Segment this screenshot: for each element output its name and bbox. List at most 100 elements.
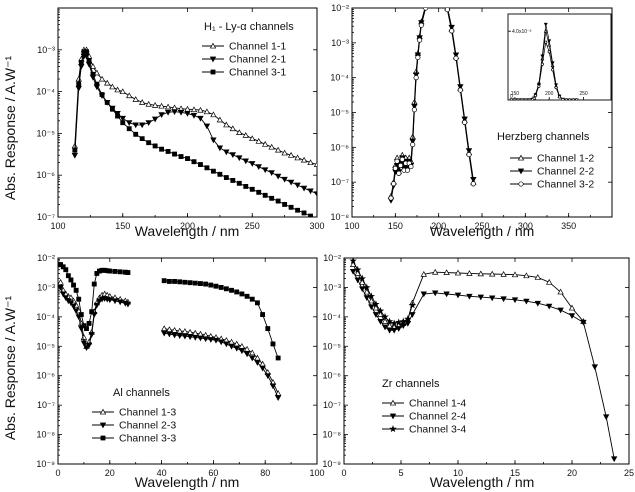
data-point (62, 295, 69, 301)
series-layer (58, 262, 282, 401)
data-point (395, 326, 402, 332)
data-point (349, 268, 357, 275)
inset: 150 200 250 0 4.0x10⁻³ (507, 13, 612, 101)
data-point (236, 155, 243, 162)
data-point (359, 286, 366, 293)
data-point (104, 100, 110, 105)
data-point (236, 180, 242, 186)
x-tick-label: 100 (344, 221, 359, 231)
data-point (63, 267, 69, 273)
data-point (274, 395, 282, 401)
data-point (534, 300, 541, 307)
data-point (116, 299, 124, 306)
inset-frame (507, 13, 612, 101)
data-point (198, 162, 203, 167)
legend-marker (209, 56, 217, 63)
data-point (86, 320, 92, 326)
y-tick-label: 10⁻⁶ (37, 371, 56, 381)
x-tick-label: 350 (561, 221, 576, 231)
data-point (228, 343, 235, 350)
data-point (99, 92, 105, 97)
data-point (65, 273, 71, 279)
data-point (399, 156, 405, 162)
data-point (197, 115, 204, 122)
inset-y-tick-label: 4.0x10⁻³ (512, 29, 532, 35)
data-point (117, 269, 123, 275)
data-point (423, 8, 429, 11)
data-point (176, 327, 183, 334)
data-point (166, 278, 172, 284)
data-point (534, 274, 541, 280)
data-point (230, 177, 236, 183)
legend-label: Channel 2-4 (409, 411, 466, 423)
data-point (233, 345, 240, 352)
plot-frame (57, 257, 318, 465)
data-point (457, 84, 464, 91)
data-point (511, 271, 519, 278)
data-point (178, 154, 184, 159)
data-point (218, 284, 224, 290)
data-point (249, 161, 256, 167)
inset-point (571, 98, 575, 100)
legend-label: Channel 2-3 (119, 420, 176, 432)
y-tick-label: 10⁻⁷ (37, 400, 55, 410)
data-point (523, 272, 530, 279)
data-point (213, 283, 219, 289)
legend-marker (389, 413, 397, 420)
data-point (182, 279, 188, 285)
data-point (420, 270, 427, 277)
data-point (275, 355, 281, 361)
data-point (466, 152, 472, 158)
data-point (203, 108, 211, 115)
x-tick-label: 100 (50, 221, 65, 231)
data-point (78, 59, 84, 65)
legend-label: Channel 3-3 (119, 433, 176, 445)
data-point (171, 326, 178, 333)
data-point (500, 270, 507, 277)
data-point (159, 146, 165, 152)
data-point (557, 307, 564, 314)
data-point (171, 109, 178, 116)
legend-marker (99, 408, 107, 415)
data-point (112, 268, 118, 274)
series-layer (349, 258, 618, 463)
inset-series (509, 22, 579, 100)
data-point (198, 281, 203, 287)
inset-point (540, 62, 544, 66)
data-point (462, 119, 468, 125)
data-point (269, 195, 275, 201)
data-point (120, 120, 126, 126)
y-tick-label: 10⁻⁴ (322, 312, 341, 322)
x-tick-label: 150 (115, 221, 130, 231)
data-point (84, 49, 89, 55)
data-point (76, 296, 82, 302)
legend-marker (99, 422, 107, 429)
data-point (404, 167, 411, 173)
data-point (202, 336, 209, 343)
data-point (181, 333, 189, 340)
data-point (223, 341, 230, 348)
legend-label: Channel 3-2 (537, 179, 594, 191)
data-point (94, 81, 100, 87)
data-point (151, 101, 159, 108)
data-point (166, 331, 173, 338)
data-point (165, 149, 171, 154)
y-tick-label: 10⁻⁷ (331, 177, 349, 187)
data-point (262, 192, 268, 198)
data-point (372, 304, 380, 311)
data-point (70, 303, 77, 310)
legend-label: Channel 1-2 (537, 153, 594, 165)
data-point (249, 296, 255, 302)
inset-point (561, 97, 565, 100)
legend-label: Channel 1-1 (229, 41, 286, 53)
data-point (394, 158, 400, 164)
data-point (164, 109, 172, 116)
data-point (470, 176, 477, 183)
data-point (423, 3, 428, 8)
data-point (275, 198, 281, 204)
data-point (139, 136, 145, 142)
data-point (68, 277, 74, 283)
data-point (115, 113, 120, 119)
data-point (409, 312, 416, 318)
